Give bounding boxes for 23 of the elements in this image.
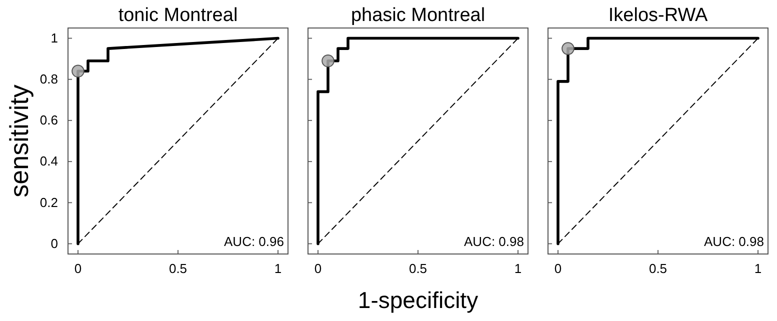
annotation: AUC: 0.96 [224, 234, 284, 249]
chart-title: Ikelos-RWA [608, 5, 708, 26]
y-tick-label: 1 [50, 30, 58, 46]
x-tick-label: 0.5 [408, 261, 428, 276]
y-axis-title: sensitivity [4, 84, 34, 198]
y-tick-label: 0 [50, 236, 58, 251]
annotation: AUC: 0.98 [704, 234, 764, 249]
y-tick-label: 0.2 [40, 194, 58, 210]
y-tick-label: 0.6 [40, 112, 58, 128]
x-tick-label: 1 [514, 261, 522, 276]
x-tick-label: 0 [74, 261, 82, 276]
y-tick-label: 0.8 [40, 72, 58, 87]
x-tick-label: 0 [554, 261, 562, 276]
x-tick-label: 1 [754, 261, 762, 276]
x-tick-label: 0.5 [648, 261, 668, 276]
chart-title: phasic Montreal [350, 5, 486, 26]
x-axis-title: 1-specificity [358, 287, 479, 313]
x-tick-label: 1 [274, 261, 282, 276]
x-tick-label: 0.5 [168, 261, 188, 276]
y-tick-label: 0.4 [40, 154, 58, 169]
annotation: AUC: 0.98 [464, 234, 524, 249]
chart-title: tonic Montreal [118, 5, 238, 26]
x-tick-label: 0 [314, 261, 322, 276]
